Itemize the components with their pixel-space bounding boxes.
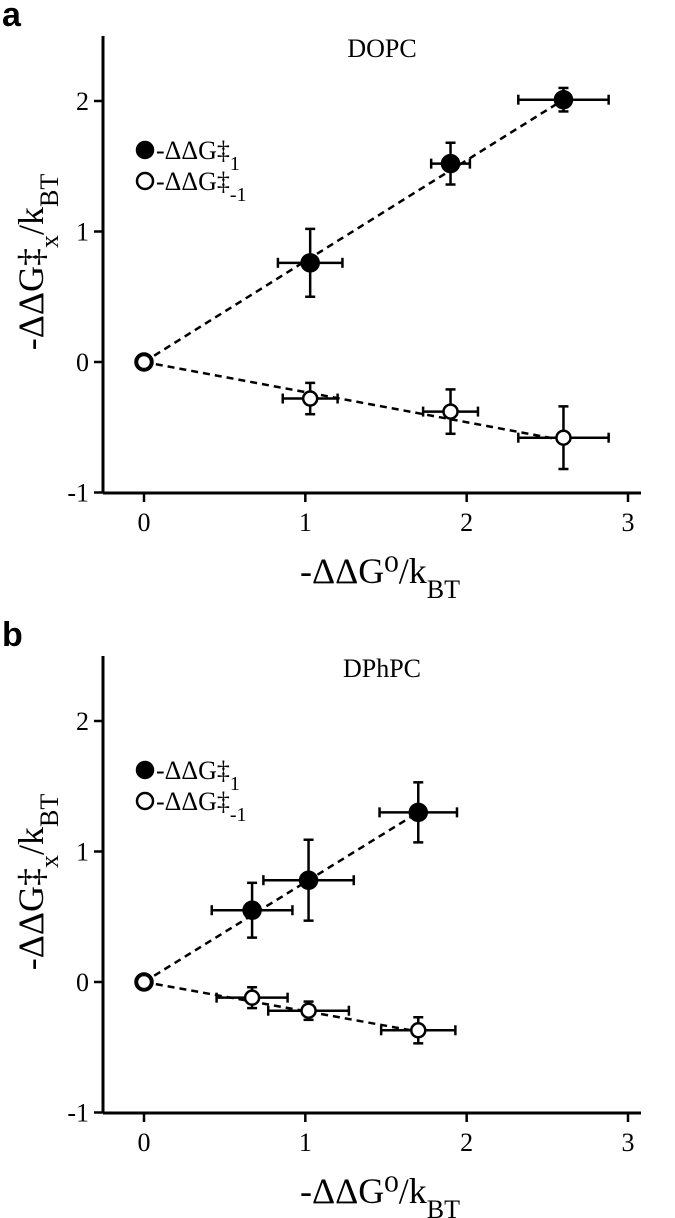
data-point [135,353,153,371]
data-point [442,403,459,420]
chart-panel-a: a -1 0 1 2 0 1 2 3 -ΔΔG⁰/kBT -ΔΔG‡x/kBT DOPC -ΔΔG‡1-… [2,0,641,604]
data-point [408,802,429,823]
y-tick-label: 2 [76,87,89,116]
fit-line [143,98,565,364]
series-0 [134,86,610,372]
legend-marker [135,791,155,811]
panel-label: a [2,0,22,34]
chart-panel-b: b -1 0 1 2 0 1 2 3 -ΔΔG⁰/kBT -ΔΔG‡x/kBT DPhPC -ΔΔG‡1… [2,616,641,1218]
x-tick-label: 1 [299,1128,312,1157]
data-point [300,1002,317,1019]
x-tick-label: 3 [622,508,635,537]
y-tick-label: -1 [67,479,89,508]
data-point [243,989,261,1006]
panel-label: b [2,616,23,654]
legend-label: -ΔΔG‡1 [156,756,240,795]
panel-title: DOPC [347,34,416,63]
y-axis-title: -ΔΔG‡x/kBT [11,794,64,971]
y-tick-label: 1 [76,218,89,247]
x-axis-title: -ΔΔG⁰/kBT [300,1171,460,1218]
legend-marker [135,760,155,780]
legend-label: -ΔΔG‡1 [156,136,240,175]
x-tick-label: 0 [138,508,151,537]
data-point [301,390,319,407]
data-point [553,89,574,110]
x-tick-label: 0 [138,1128,151,1157]
y-tick-label: 0 [76,968,89,997]
fit-line [143,360,564,442]
x-tick-label: 2 [460,508,473,537]
legend-label: -ΔΔG‡-1 [156,787,247,826]
fit-line [143,811,419,984]
data-point [440,153,461,174]
data-point [242,900,262,920]
y-tick-label: 1 [76,838,89,867]
data-point [298,870,319,890]
x-tick-label: 3 [622,1128,635,1157]
x-tick-label: 1 [299,508,312,537]
data-point [410,1022,427,1039]
x-axis-title: -ΔΔG⁰/kBT [300,551,460,604]
data-point [135,973,153,991]
legend-marker [135,140,155,160]
fit-line [143,980,419,1033]
y-tick-label: -1 [67,1099,89,1128]
data-point [555,429,572,446]
panel-title: DPhPC [343,654,421,683]
series-1 [135,353,610,471]
x-tick-label: 2 [460,1128,473,1157]
legend-marker [135,171,155,191]
y-axis-title: -ΔΔG‡x/kBT [11,174,64,351]
legend-label: -ΔΔG‡-1 [156,167,247,206]
series-1 [135,973,457,1045]
y-tick-label: 0 [76,348,89,377]
y-tick-label: 2 [76,707,89,736]
data-point [300,253,320,273]
